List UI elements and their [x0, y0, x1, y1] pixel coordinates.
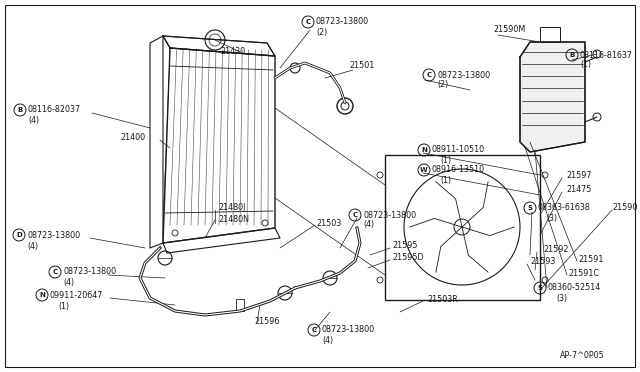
- Text: 21590: 21590: [612, 202, 637, 212]
- Text: B: B: [570, 52, 575, 58]
- Text: 21597: 21597: [566, 171, 591, 180]
- Text: 08723-13800: 08723-13800: [322, 326, 375, 334]
- Text: C: C: [312, 327, 317, 333]
- Text: 21475: 21475: [566, 186, 591, 195]
- Bar: [236, 299, 244, 311]
- Text: C: C: [426, 72, 431, 78]
- Text: 08360-52514: 08360-52514: [548, 283, 601, 292]
- Text: 21592: 21592: [543, 246, 568, 254]
- Text: 08916-13510: 08916-13510: [432, 166, 485, 174]
- Text: (1): (1): [440, 155, 451, 164]
- Text: 21480N: 21480N: [218, 215, 249, 224]
- Text: N: N: [421, 147, 427, 153]
- Text: C: C: [52, 269, 58, 275]
- Text: (3): (3): [546, 214, 557, 222]
- Text: 09911-20647: 09911-20647: [50, 291, 104, 299]
- Text: (1): (1): [440, 176, 451, 185]
- Text: 08723-13800: 08723-13800: [27, 231, 80, 240]
- Text: (2): (2): [316, 29, 327, 38]
- Text: C: C: [353, 212, 358, 218]
- Bar: [385, 155, 540, 300]
- Text: AP-7^0P05: AP-7^0P05: [560, 350, 605, 359]
- Text: (2): (2): [437, 80, 448, 90]
- Text: 21480J: 21480J: [218, 203, 245, 212]
- Text: 21591: 21591: [578, 256, 604, 264]
- Text: 21595D: 21595D: [392, 253, 424, 263]
- Text: (3): (3): [556, 294, 567, 302]
- Text: 08363-61638: 08363-61638: [538, 203, 591, 212]
- Polygon shape: [163, 36, 275, 56]
- Text: (4): (4): [27, 241, 38, 250]
- Text: C: C: [305, 19, 310, 25]
- Text: (1): (1): [58, 301, 69, 311]
- Text: 21503: 21503: [316, 218, 341, 228]
- Text: 08723-13800: 08723-13800: [316, 17, 369, 26]
- Text: D: D: [16, 232, 22, 238]
- Text: 08116-81637: 08116-81637: [580, 51, 633, 60]
- Text: (4): (4): [363, 221, 374, 230]
- Text: 21596: 21596: [254, 317, 280, 327]
- Text: S: S: [527, 205, 532, 211]
- Bar: [540, 27, 560, 42]
- Text: 21503R: 21503R: [427, 295, 458, 305]
- Text: W: W: [420, 167, 428, 173]
- Text: (4): (4): [28, 115, 39, 125]
- Text: 08116-82037: 08116-82037: [28, 106, 81, 115]
- Text: (4): (4): [63, 278, 74, 286]
- Text: 08723-13800: 08723-13800: [437, 71, 490, 80]
- Text: 21593: 21593: [530, 257, 556, 266]
- Text: 21400: 21400: [120, 134, 145, 142]
- Text: 08911-10510: 08911-10510: [432, 145, 485, 154]
- Text: 08723-13800: 08723-13800: [363, 211, 416, 219]
- Text: B: B: [17, 107, 22, 113]
- Text: S: S: [538, 285, 543, 291]
- Text: (4): (4): [322, 336, 333, 344]
- Text: 21595: 21595: [392, 241, 417, 250]
- Text: 08723-13800: 08723-13800: [63, 267, 116, 276]
- Text: 21430: 21430: [220, 48, 245, 57]
- Text: 21501: 21501: [349, 61, 374, 70]
- Text: N: N: [39, 292, 45, 298]
- Text: 21591C: 21591C: [568, 269, 599, 279]
- Text: 21590M: 21590M: [493, 26, 525, 35]
- Polygon shape: [520, 42, 585, 152]
- Text: (1): (1): [580, 61, 591, 70]
